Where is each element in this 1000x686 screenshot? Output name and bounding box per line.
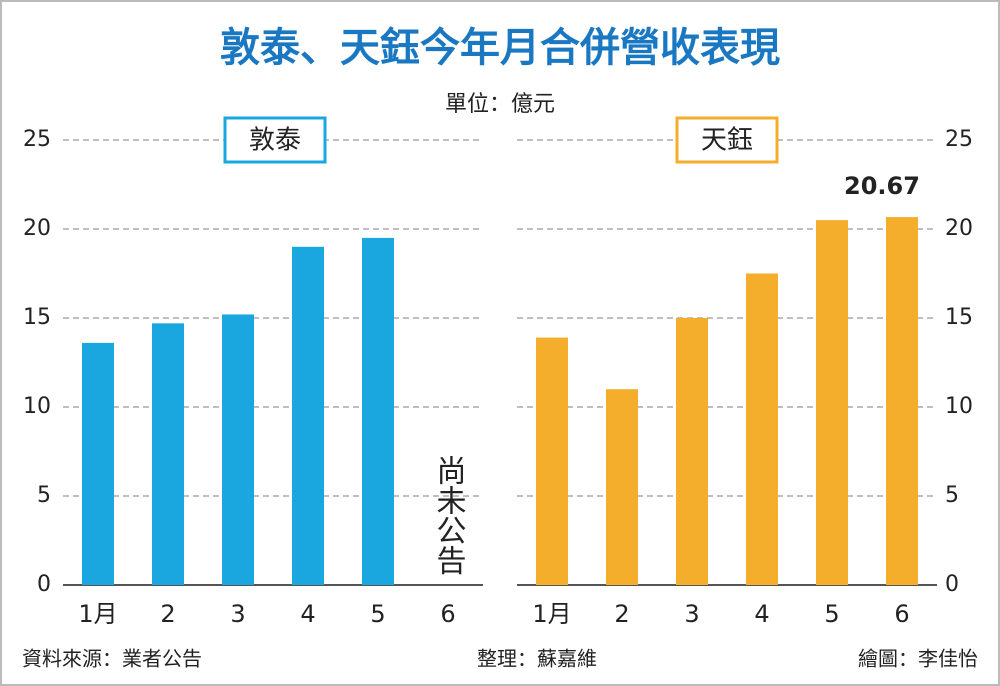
bar — [292, 246, 324, 586]
y-tick-label: 5 — [37, 483, 51, 508]
y-tick-label: 15 — [945, 305, 973, 330]
x-tick-label: 6 — [894, 600, 909, 628]
y-tick-label: 10 — [945, 394, 973, 419]
source: 資料來源：業者公告 — [22, 647, 202, 671]
bar — [222, 314, 254, 585]
y-tick-label: 0 — [37, 572, 51, 597]
x-tick-label: 4 — [300, 600, 315, 628]
bar — [536, 337, 568, 585]
data-label: 20.67 — [844, 172, 920, 200]
x-tick-label: 2 — [160, 600, 175, 628]
bar — [816, 220, 848, 585]
bar — [152, 323, 184, 585]
bar — [886, 217, 918, 585]
bar — [362, 237, 394, 585]
y-tick-label: 0 — [945, 572, 959, 597]
panel-label: 敦泰 — [249, 126, 301, 156]
x-tick-label: 1月 — [78, 600, 117, 628]
y-tick-label: 15 — [23, 305, 51, 330]
x-tick-label: 5 — [370, 600, 385, 628]
y-tick-label: 5 — [945, 483, 959, 508]
bar — [746, 273, 778, 585]
x-tick-label: 6 — [440, 600, 455, 628]
chart-title: 敦泰、天鈺今年月合併營收表現 — [220, 25, 780, 71]
y-tick-label: 20 — [945, 216, 973, 241]
x-tick-label: 3 — [230, 600, 245, 628]
x-tick-label: 4 — [754, 600, 769, 628]
x-tick-label: 5 — [824, 600, 839, 628]
artist: 繪圖：李佳怡 — [858, 647, 978, 671]
y-tick-label: 20 — [23, 216, 51, 241]
y-tick-label: 10 — [23, 394, 51, 419]
y-tick-label: 25 — [23, 127, 51, 152]
x-tick-label: 2 — [614, 600, 629, 628]
editor: 整理：蘇嘉維 — [477, 647, 597, 671]
annotation: 尚未公告 — [431, 455, 466, 575]
bar — [676, 318, 708, 585]
panel-label-box — [223, 116, 327, 164]
y-tick-label: 25 — [945, 127, 973, 152]
subtitle: 單位：億元 — [445, 92, 555, 117]
panel-label: 天鈺 — [701, 126, 753, 156]
x-tick-label: 1月 — [532, 600, 571, 628]
bar — [82, 342, 114, 585]
bar — [606, 389, 638, 585]
x-tick-label: 3 — [684, 600, 699, 628]
panel-label-box — [675, 116, 779, 164]
